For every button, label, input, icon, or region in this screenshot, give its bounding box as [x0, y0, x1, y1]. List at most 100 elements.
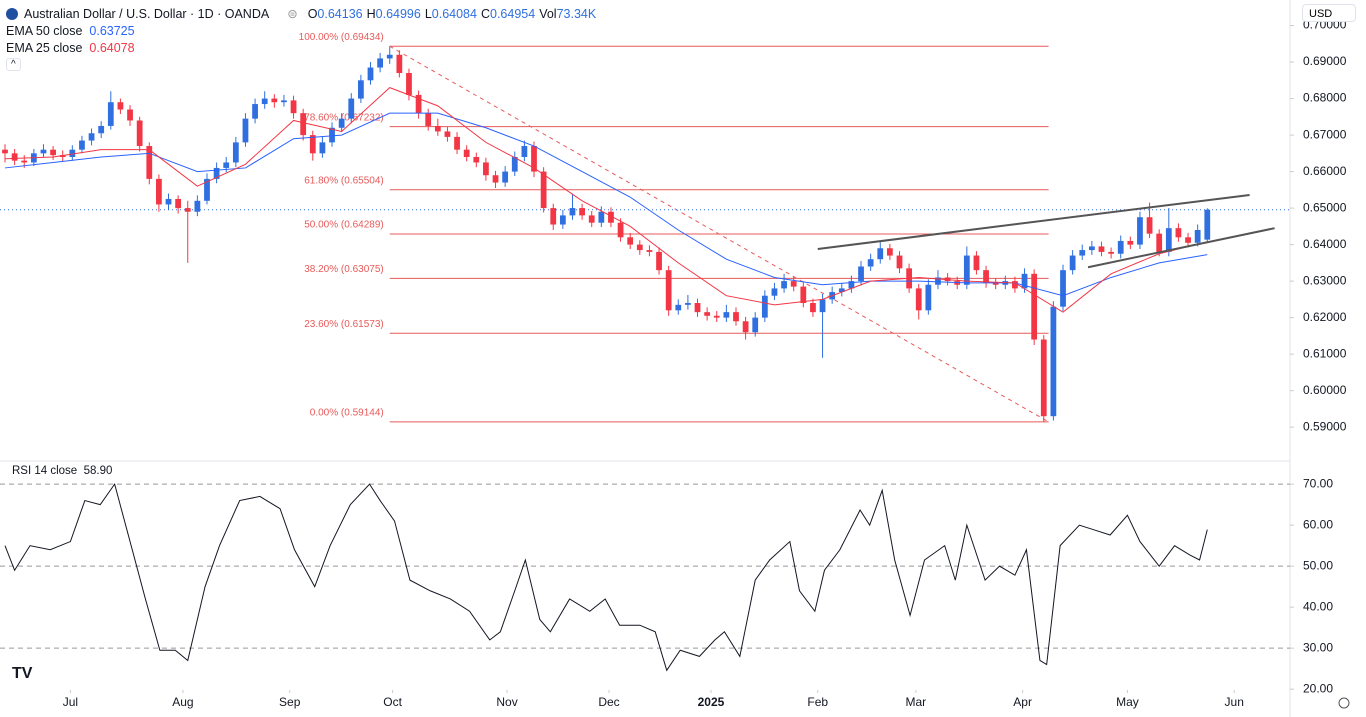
candle-body: [434, 125, 441, 132]
candle-body: [608, 211, 614, 223]
candle-body: [59, 155, 66, 157]
fib-label: 61.80% (0.65504): [304, 175, 384, 186]
candle-body: [204, 178, 210, 201]
rsi-value: 58.90: [83, 465, 113, 477]
candle-body: [425, 113, 432, 126]
y-tick-label: 0.64000: [1303, 237, 1347, 251]
candle-body: [146, 146, 153, 179]
ohlc-key: O: [307, 6, 318, 21]
candle-body: [867, 259, 874, 267]
candle-body: [810, 303, 816, 313]
candle-body: [848, 281, 855, 289]
volume-value: 73.34K: [556, 6, 597, 21]
candle-body: [1137, 217, 1143, 245]
candle-body: [790, 281, 797, 287]
candle-body: [1185, 237, 1191, 243]
settings-icon[interactable]: [1338, 697, 1350, 709]
ohlc-key: C: [480, 6, 490, 21]
rsi-line: [4, 482, 1208, 672]
ohlc: O0.64136 H0.64996 L0.64084 C0.64954 Vol73.34…: [308, 7, 601, 21]
candle-body: [117, 102, 124, 110]
ohlc-value: 0.64136: [317, 6, 363, 21]
candle-body: [675, 304, 682, 311]
x-tick-label: Sep: [279, 695, 301, 709]
candle-body: [752, 317, 759, 333]
candle-body: [107, 102, 114, 126]
candle-body: [694, 303, 701, 313]
candle-body: [877, 248, 884, 260]
candle-body: [598, 211, 605, 223]
candle-body: [1127, 240, 1134, 245]
fib-label: 50.00% (0.64289): [304, 220, 384, 231]
y-tick-label: 0.63000: [1303, 273, 1347, 287]
x-tick-label: Dec: [598, 695, 619, 709]
fib-label: 100.00% (0.69434): [299, 32, 384, 43]
candle-body: [1098, 246, 1105, 252]
candle-body: [348, 98, 355, 119]
candle-body: [329, 127, 335, 143]
candle-body: [1021, 273, 1028, 289]
candle-body: [290, 100, 297, 114]
candle-body: [406, 73, 412, 95]
candle-body: [569, 208, 576, 216]
currency-button[interactable]: USD: [1302, 4, 1356, 22]
candle-body: [742, 321, 749, 333]
rsi-tick-label: 20.00: [1303, 681, 1333, 695]
candle-body: [502, 171, 509, 183]
y-tick-label: 0.66000: [1303, 164, 1347, 178]
candle-body: [1069, 255, 1076, 271]
candle-body: [511, 156, 518, 172]
ema-value: 0.63725: [89, 23, 135, 38]
candle-body: [665, 270, 672, 311]
candle-body: [704, 312, 711, 316]
candle-body: [723, 312, 730, 318]
candle-body: [21, 160, 28, 163]
candle-body: [136, 120, 143, 147]
candle-body: [1050, 306, 1057, 417]
y-tick-label: 0.62000: [1303, 310, 1347, 324]
x-tick-label: Aug: [172, 695, 193, 709]
candle-body: [127, 109, 133, 121]
candle-body: [175, 198, 182, 209]
rsi-label: RSI 14 close: [12, 465, 78, 477]
candle-body: [492, 175, 499, 183]
ema-label: EMA 50 close: [6, 23, 83, 38]
rsi-tick-label: 70.00: [1303, 476, 1333, 490]
candle-body: [771, 288, 778, 296]
candle-body: [386, 54, 393, 59]
candle-body: [521, 146, 528, 157]
candle-body: [559, 215, 566, 225]
candle-body: [463, 149, 470, 157]
y-tick-label: 0.61000: [1303, 346, 1347, 360]
candle-body: [300, 113, 307, 136]
candle-body: [156, 178, 162, 205]
symbol: Australian Dollar / U.S. Dollar · 1D · O…: [24, 6, 270, 21]
legend: Australian Dollar / U.S. Dollar · 1D · O…: [6, 5, 600, 73]
ohlc-key: L: [424, 6, 432, 21]
x-tick-label: Jun: [1225, 695, 1244, 709]
candle-body: [223, 162, 230, 168]
ohlc-value: 0.64954: [490, 6, 536, 21]
candle-body: [1194, 230, 1201, 243]
collapse-button[interactable]: ^: [6, 58, 21, 71]
candle-body: [1156, 233, 1163, 252]
candle-body: [935, 277, 941, 285]
candle-body: [531, 146, 537, 172]
candle-body: [281, 100, 287, 103]
fib-label: 38.20% (0.63075): [304, 264, 384, 275]
candle-body: [69, 149, 76, 157]
x-tick-label: 2025: [698, 695, 725, 709]
y-tick-label: 0.60000: [1303, 383, 1347, 397]
candle-body: [973, 255, 980, 271]
candle-body: [540, 171, 547, 209]
candle-body: [1088, 246, 1095, 251]
rsi-tick-label: 30.00: [1303, 640, 1333, 654]
x-tick-label: Nov: [496, 695, 517, 709]
candle-body: [838, 288, 845, 293]
fib-trend: [389, 45, 1049, 423]
x-tick-label: May: [1116, 695, 1139, 709]
ema-label: EMA 25 close: [6, 40, 83, 55]
candle-body: [858, 266, 864, 282]
candle-body: [733, 312, 739, 322]
